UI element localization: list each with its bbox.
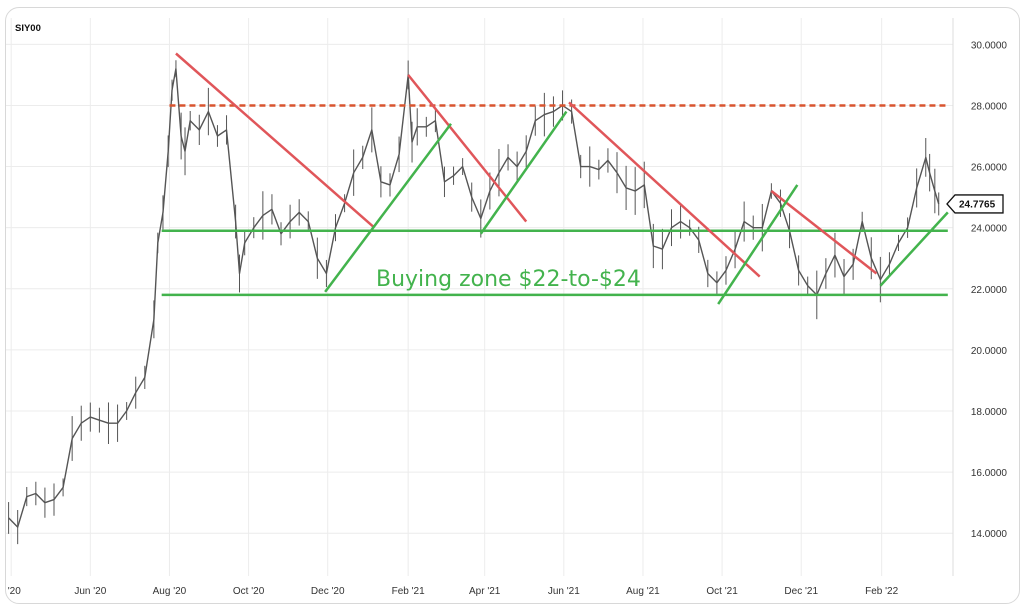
x-tick-label: Aug '21 — [626, 586, 660, 597]
symbol-label: SIY00 — [15, 23, 41, 34]
price-series — [8, 60, 940, 545]
uptrend-line — [717, 184, 799, 305]
x-tick-label: Oct '20 — [233, 586, 265, 597]
downtrend-line — [568, 101, 761, 278]
technical-annotations — [161, 52, 949, 305]
x-tick-label: Jun '21 — [548, 586, 580, 597]
downtrend-line — [175, 52, 376, 229]
y-tick-label: 30.0000 — [971, 40, 1008, 51]
x-tick-label: Aug '20 — [153, 586, 187, 597]
downtrend-line — [770, 190, 878, 275]
x-tick-label: Feb '21 — [392, 586, 425, 597]
x-tick-label: r '20 — [6, 586, 21, 597]
uptrend-line — [879, 211, 949, 287]
y-tick-label: 20.0000 — [971, 346, 1008, 357]
x-tick-label: Dec '20 — [311, 586, 345, 597]
price-line — [8, 68, 940, 528]
grid — [6, 18, 953, 576]
last-price-badge — [946, 194, 1004, 214]
uptrend-line — [324, 123, 452, 293]
x-tick-label: Feb '22 — [865, 586, 898, 597]
y-tick-label: 22.0000 — [971, 285, 1008, 296]
y-tick-label: 14.0000 — [971, 529, 1008, 540]
axes: r '20 Jun '20 Aug '20 Oct '20 Dec '20 Feb '21… — [6, 18, 1007, 597]
x-tick-label: Jun '20 — [74, 586, 106, 597]
y-tick-label: 24.0000 — [971, 224, 1008, 235]
x-tick-label: Oct '21 — [706, 586, 738, 597]
price-chart: r '20 Jun '20 Aug '20 Oct '20 Dec '20 Feb '21… — [6, 18, 1007, 597]
x-tick-label: Apr '21 — [469, 586, 501, 597]
y-tick-label: 28.0000 — [971, 101, 1008, 112]
chart-panel: r '20 Jun '20 Aug '20 Oct '20 Dec '20 Feb '21… — [5, 7, 1020, 604]
last-price-label: 24.7765 — [959, 199, 996, 210]
y-tick-label: 16.0000 — [971, 468, 1008, 479]
x-tick-label: Dec '21 — [784, 586, 818, 597]
y-tick-label: 26.0000 — [971, 163, 1008, 174]
uptrend-line — [479, 110, 568, 235]
y-tick-label: 18.0000 — [971, 407, 1008, 418]
buying-zone-annotation: Buying zone $22-to-$24 — [376, 267, 641, 292]
